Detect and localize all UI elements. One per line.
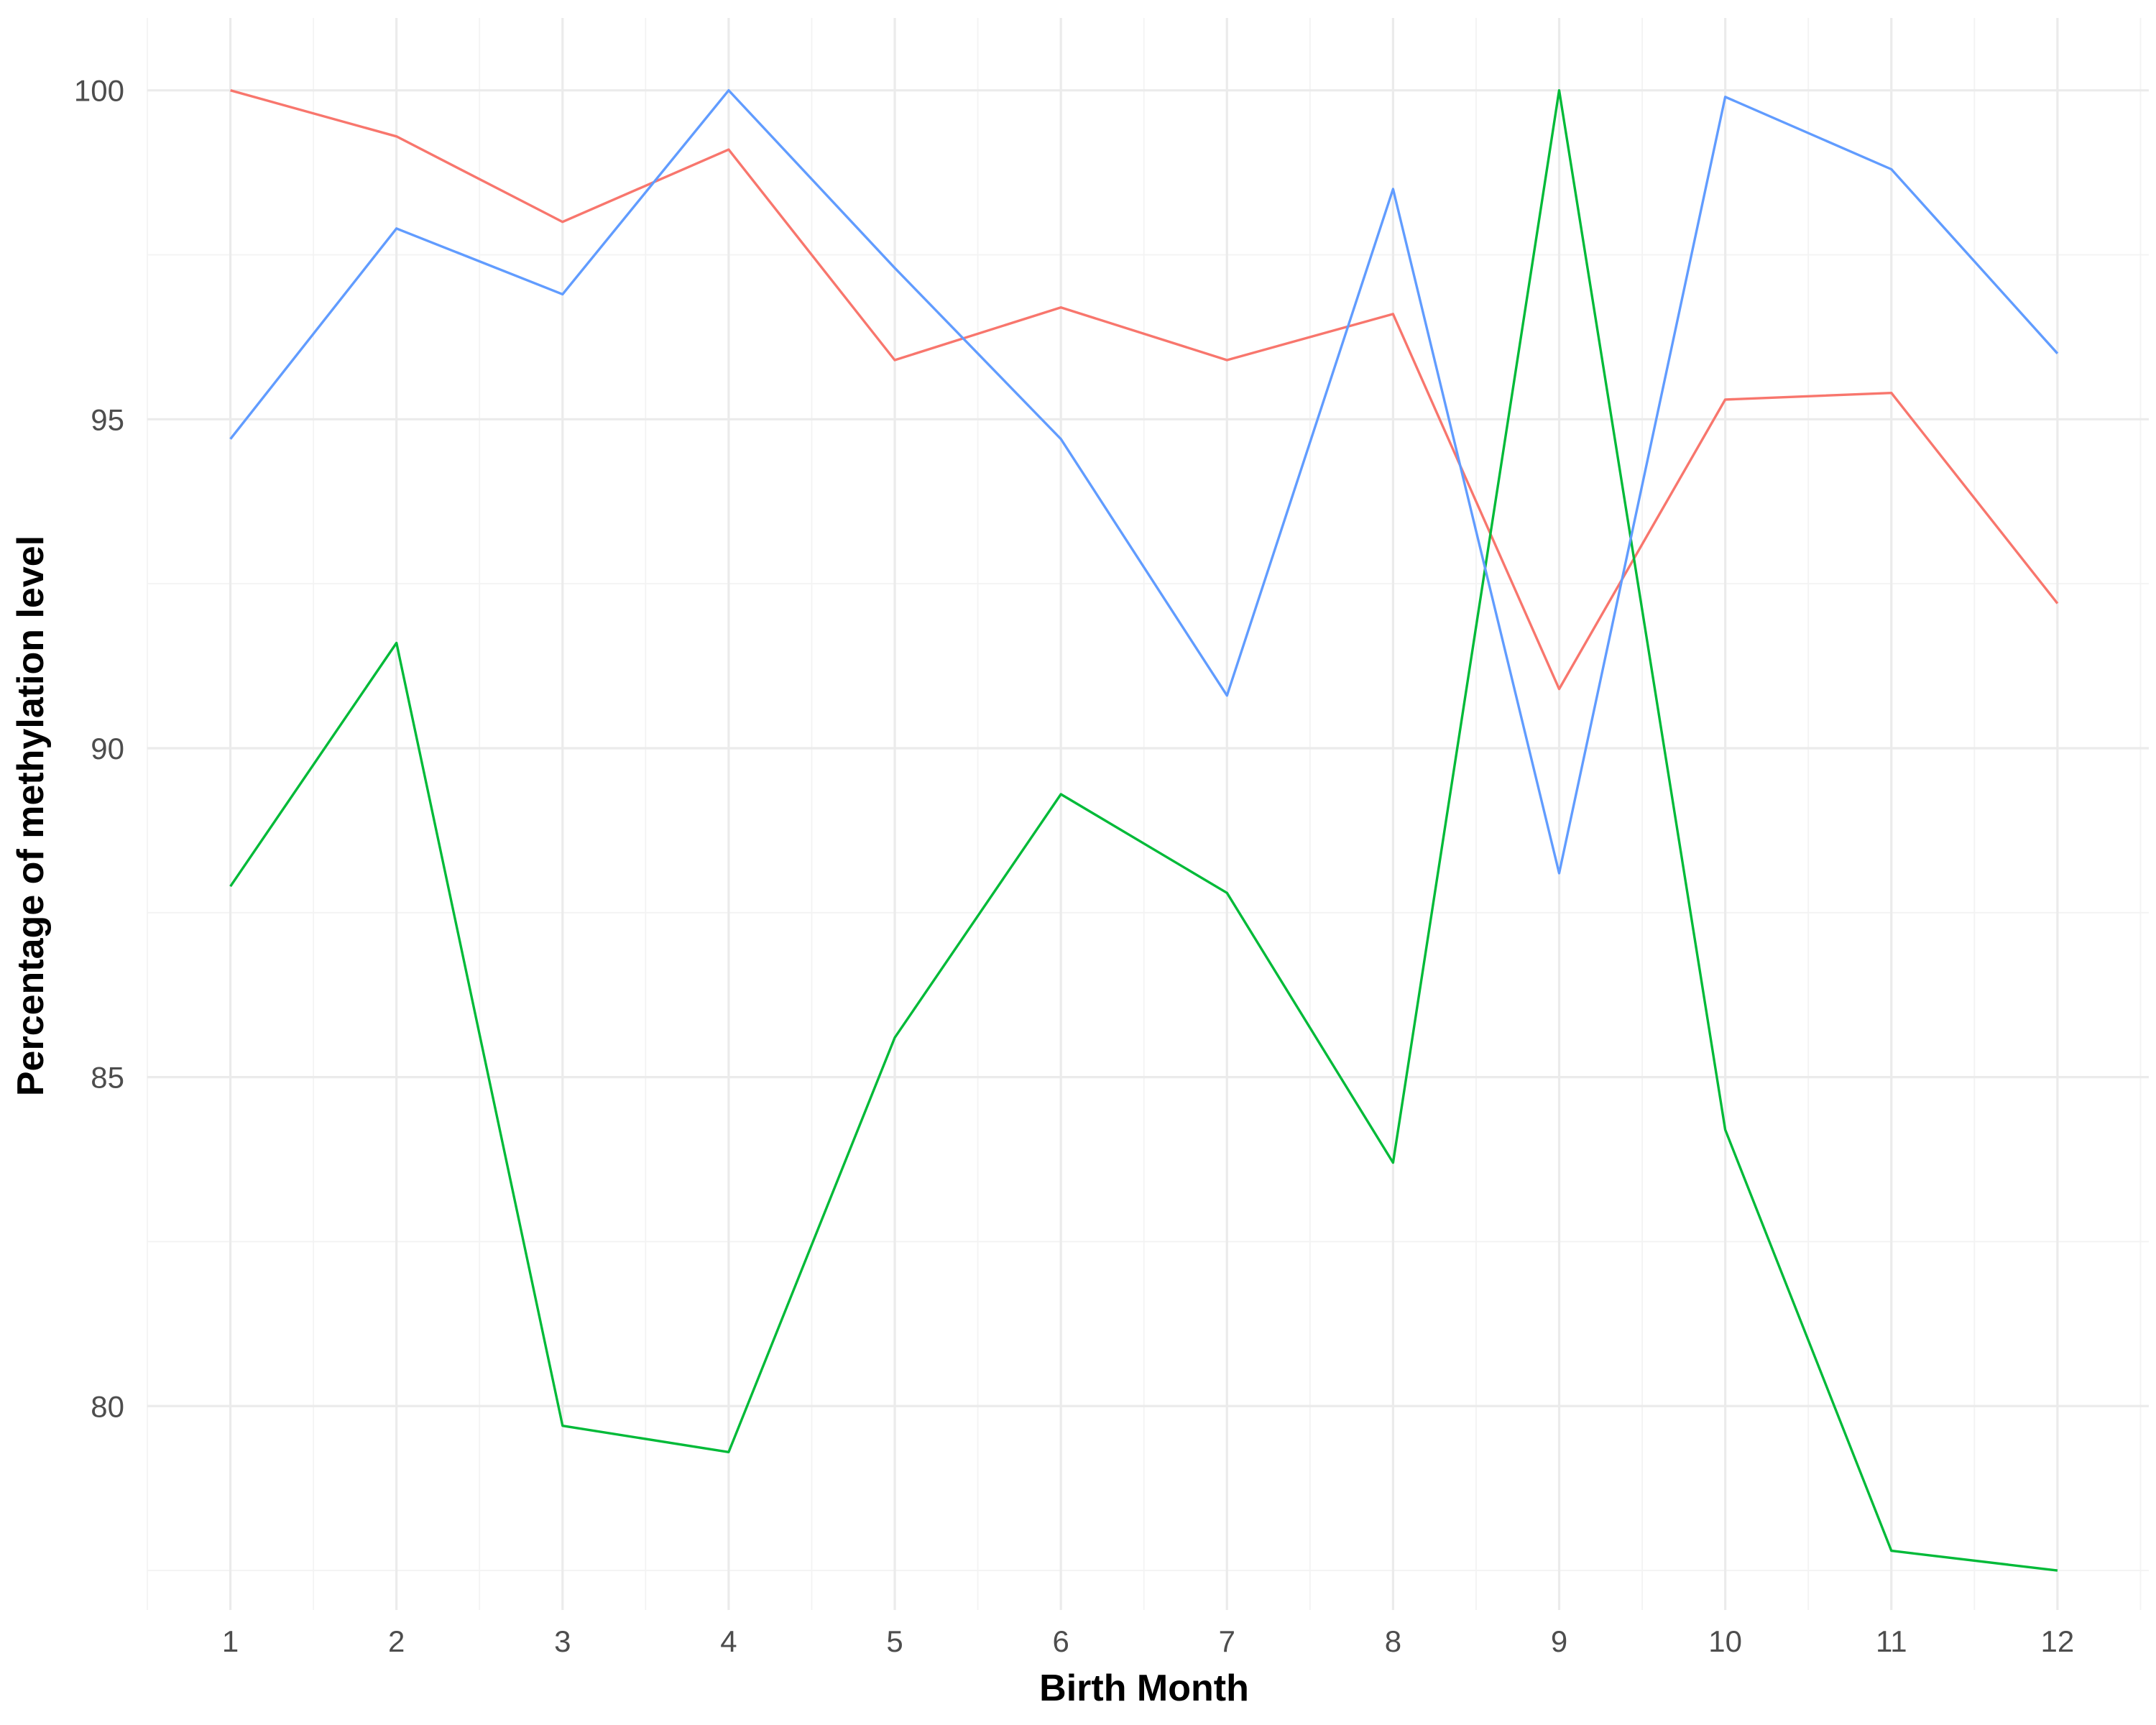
x-tick-label: 9 <box>1551 1624 1567 1658</box>
x-tick-label: 5 <box>886 1624 903 1658</box>
x-tick-label: 12 <box>2041 1624 2075 1658</box>
x-tick-label: 1 <box>222 1624 239 1658</box>
major-gridlines <box>147 18 2149 1610</box>
y-axis-tick-labels: 80 85 90 95 100 <box>74 74 124 1424</box>
x-axis-title: Birth Month <box>1039 1668 1249 1709</box>
x-tick-label: 7 <box>1219 1624 1235 1658</box>
y-tick-label: 85 <box>91 1061 124 1095</box>
series-line-2 <box>229 88 2058 1572</box>
series-line-1 <box>230 89 2059 691</box>
minor-gridlines <box>147 18 2149 1610</box>
x-tick-label: 3 <box>554 1624 571 1658</box>
x-tick-label: 11 <box>1876 1624 1907 1658</box>
x-axis-tick-labels: 1 2 3 4 5 6 7 8 9 10 11 12 <box>222 1624 2074 1658</box>
series-lines <box>229 88 2059 1572</box>
series-line-3 <box>229 88 2059 875</box>
y-axis-title: Percentage of methylation level <box>10 535 52 1096</box>
x-tick-label: 4 <box>720 1624 737 1658</box>
y-tick-label: 80 <box>91 1389 124 1423</box>
x-tick-label: 10 <box>1708 1624 1742 1658</box>
x-tick-label: 6 <box>1052 1624 1069 1658</box>
y-tick-label: 100 <box>74 74 124 108</box>
x-tick-label: 2 <box>388 1624 405 1658</box>
y-tick-label: 95 <box>91 402 124 436</box>
y-tick-label: 90 <box>91 732 124 765</box>
x-tick-label: 8 <box>1385 1624 1401 1658</box>
